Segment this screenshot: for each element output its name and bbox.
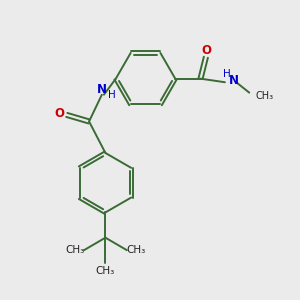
- Text: H: H: [224, 69, 231, 79]
- Text: CH₃: CH₃: [96, 266, 115, 276]
- Text: O: O: [54, 107, 64, 120]
- Text: H: H: [108, 90, 116, 100]
- Text: CH₃: CH₃: [256, 91, 274, 101]
- Text: CH₃: CH₃: [65, 245, 84, 255]
- Text: N: N: [97, 83, 107, 96]
- Text: N: N: [229, 74, 238, 87]
- Text: O: O: [201, 44, 211, 57]
- Text: CH₃: CH₃: [127, 245, 146, 255]
